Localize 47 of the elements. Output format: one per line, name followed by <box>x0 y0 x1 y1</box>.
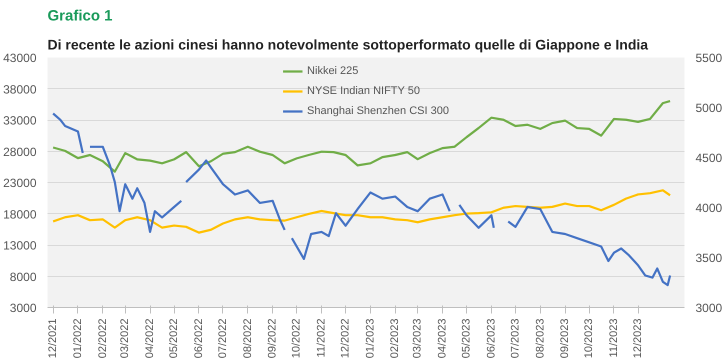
chart-subtitle: Di recente le azioni cinesi hanno notevolmente sottoperformato quelle di Giappone e India <box>48 36 648 52</box>
chart-title: Grafico 1 <box>48 8 113 24</box>
x-tick-label: 01/2022 <box>72 318 84 358</box>
line-series <box>52 189 672 234</box>
legend-label: Shanghai Shenzhen CSI 300 <box>307 105 449 117</box>
x-tick-label: 07/2023 <box>509 318 522 358</box>
y2-tick-label: 5000 <box>696 101 723 115</box>
x-tick-label: 12/2023 <box>632 318 644 358</box>
x-tick-label: 03/2022 <box>119 318 132 358</box>
x-tick-label: 10/2022 <box>290 318 303 358</box>
x-tick-label: 04/2023 <box>436 318 449 358</box>
x-tick-label: 04/2022 <box>144 318 156 358</box>
y-tick-label: 13000 <box>3 238 37 252</box>
x-tick-label: 10/2023 <box>583 318 596 358</box>
x-tick-label: 08/2022 <box>242 318 254 358</box>
x-tick-label: 06/2022 <box>192 318 205 358</box>
legend-label: NYSE Indian NIFTY 50 <box>307 85 420 97</box>
line-series <box>52 100 672 173</box>
x-tick-label: 02/2023 <box>389 318 402 358</box>
y2-tick-label: 5500 <box>696 51 723 65</box>
x-tick-label: 03/2023 <box>412 318 424 358</box>
legend-label: Nikkei 225 <box>307 65 358 77</box>
x-tick-label: 09/2022 <box>266 318 279 358</box>
y2-tick-label: 4500 <box>696 151 723 165</box>
x-tick-label: 11/2023 <box>608 318 620 358</box>
y-tick-label: 18000 <box>3 207 37 222</box>
y2-tick-label: 3000 <box>696 301 723 315</box>
y-tick-label: 33000 <box>3 114 37 128</box>
y-tick-label: 23000 <box>3 176 37 190</box>
x-tick-label: 07/2022 <box>216 318 229 358</box>
y-tick-label: 28000 <box>3 144 37 159</box>
x-tick-label: 09/2023 <box>559 318 572 358</box>
x-tick-label: 12/2021 <box>47 318 60 358</box>
x-tick-label: 12/2022 <box>340 318 352 358</box>
y-tick-label: 38000 <box>3 82 37 96</box>
y2-tick-label: 4000 <box>696 201 723 215</box>
y-tick-label: 43000 <box>3 51 37 65</box>
y2-tick-label: 3500 <box>696 251 723 265</box>
y-tick-label: 8000 <box>10 270 37 284</box>
x-tick-label: 08/2023 <box>534 318 546 358</box>
x-tick-label: 05/2022 <box>168 318 180 358</box>
x-tick-label: 02/2022 <box>96 318 109 358</box>
x-tick-label: 05/2023 <box>460 318 473 358</box>
x-tick-label: 01/2023 <box>364 318 376 358</box>
y-tick-label: 3000 <box>10 301 37 315</box>
x-tick-label: 06/2023 <box>485 318 498 358</box>
x-tick-label: 11/2022 <box>316 318 328 358</box>
